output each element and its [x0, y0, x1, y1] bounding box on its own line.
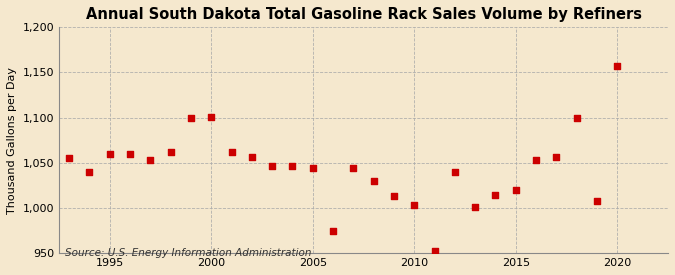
Point: [267, 164, 277, 169]
Point: [307, 166, 318, 170]
Point: [510, 188, 521, 192]
Point: [612, 64, 623, 68]
Point: [287, 164, 298, 169]
Point: [409, 203, 420, 208]
Point: [429, 249, 440, 254]
Point: [246, 154, 257, 159]
Point: [165, 150, 176, 154]
Point: [206, 115, 217, 119]
Point: [105, 152, 115, 156]
Title: Annual South Dakota Total Gasoline Rack Sales Volume by Refiners: Annual South Dakota Total Gasoline Rack …: [86, 7, 641, 22]
Point: [450, 170, 460, 174]
Point: [84, 170, 95, 174]
Point: [186, 116, 196, 120]
Point: [348, 166, 359, 170]
Point: [369, 179, 379, 183]
Text: Source: U.S. Energy Information Administration: Source: U.S. Energy Information Administ…: [65, 248, 312, 258]
Point: [470, 205, 481, 209]
Point: [63, 156, 74, 161]
Point: [226, 150, 237, 154]
Point: [591, 199, 602, 203]
Point: [327, 229, 338, 233]
Point: [125, 152, 136, 156]
Point: [571, 116, 582, 120]
Point: [389, 194, 400, 199]
Y-axis label: Thousand Gallons per Day: Thousand Gallons per Day: [7, 67, 17, 214]
Point: [531, 158, 541, 162]
Point: [145, 158, 156, 162]
Point: [490, 193, 501, 197]
Point: [551, 154, 562, 159]
